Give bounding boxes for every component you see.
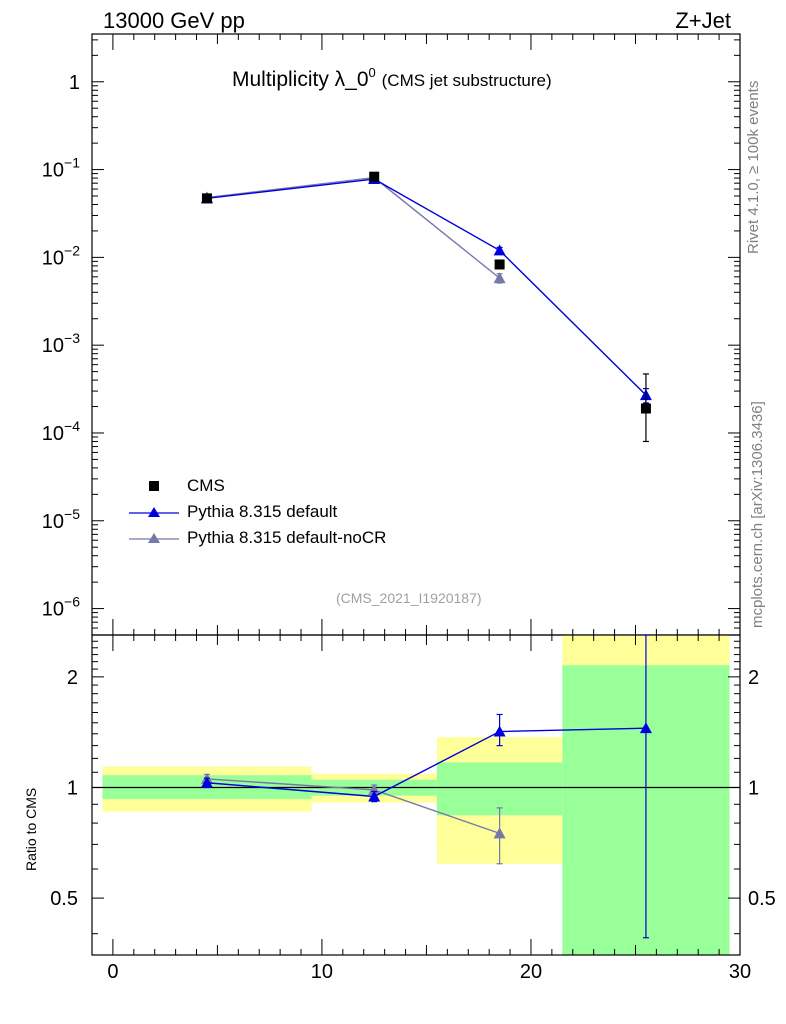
main-point-default [493,244,506,256]
ratio-line-default [206,727,646,798]
main-point-cms [201,193,212,204]
ratio-y-tick-label-left: 0.5 [50,888,78,910]
ratio-y-tick-label-left: 1 [67,777,78,799]
main-y-tick-label: 1 [69,72,80,94]
ratio-y-tick-label-left: 2 [67,667,78,689]
main-y-tick-exponent: −4 [64,418,80,434]
main-line-default [206,178,647,396]
plot-subtitle: (CMS jet substructure) [381,71,552,90]
ratio-x-tick-label: 10 [311,961,333,983]
main-y-tick-exponent: −5 [64,506,80,522]
analysis-watermark: (CMS_2021_I1920187) [336,590,482,606]
main-y-tick-exponent: −2 [64,242,80,258]
ratio-y-axis-label: Ratio to CMS [23,787,39,871]
legend-label-nocr: Pythia 8.315 default-noCR [187,528,387,547]
main-y-tick-label: 10−4 [42,418,80,445]
main-point-nocr [493,272,506,284]
legend-marker-cms [149,481,159,491]
legend: CMS Pythia 8.315 default Pythia 8.315 de… [123,475,423,555]
legend-label-cms: CMS [187,476,225,495]
ratio-y-tick-label-right: 1 [748,777,759,799]
ratio-point-default [200,776,213,788]
process-label: 13000 GeV pp [103,8,245,33]
ratio-point-nocr [493,827,506,839]
ratio-frame [91,634,741,956]
main-y-tick-label: 10−1 [42,155,80,182]
ratio-band-inner-2 [436,762,563,816]
plot-title: Multiplicity λ_00 (CMS jet substructure) [232,65,552,92]
legend-marker-default [129,507,179,517]
main-y-tick-label: 10−3 [42,330,80,357]
main-y-tick-label: 10−6 [42,594,80,621]
ratio-point-nocr [368,783,381,795]
main-point-cms [494,259,505,270]
ratio-panel: 0 10 20 30 0.5 0.5 1 1 2 2 [50,634,776,983]
ratio-y-tick-label-right: 0.5 [748,888,776,910]
main-point-cms [369,171,380,182]
legend-label-default: Pythia 8.315 default [187,502,338,521]
main-y-tick-label: 10−5 [42,506,80,533]
rivet-version-label: Rivet 4.1.0, ≥ 100k events [745,80,762,254]
mcplots-label: mcplots.cern.ch [arXiv:1306.3436] [749,401,766,628]
main-y-tick-exponent: −1 [64,155,80,171]
main-point-cms [640,403,651,414]
ratio-point-default [368,790,381,802]
ratio-x-tick-label: 0 [107,961,118,983]
main-y-tick-exponent: −3 [64,330,80,346]
ratio-y-tick-label-right: 2 [748,667,759,689]
main-y-tick-label: 10−2 [42,242,80,269]
ratio-x-tick-label: 20 [520,961,542,983]
ratio-point-default [639,722,652,734]
plot-title-main: Multiplicity λ_0 [232,68,369,91]
legend-marker-nocr [129,533,179,543]
plot-title-sup: 0 [368,65,376,80]
main-y-tick-exponent: −6 [64,594,80,610]
channel-label: Z+Jet [675,8,731,33]
ratio-point-default [493,725,506,737]
ratio-x-tick-label: 30 [729,961,751,983]
